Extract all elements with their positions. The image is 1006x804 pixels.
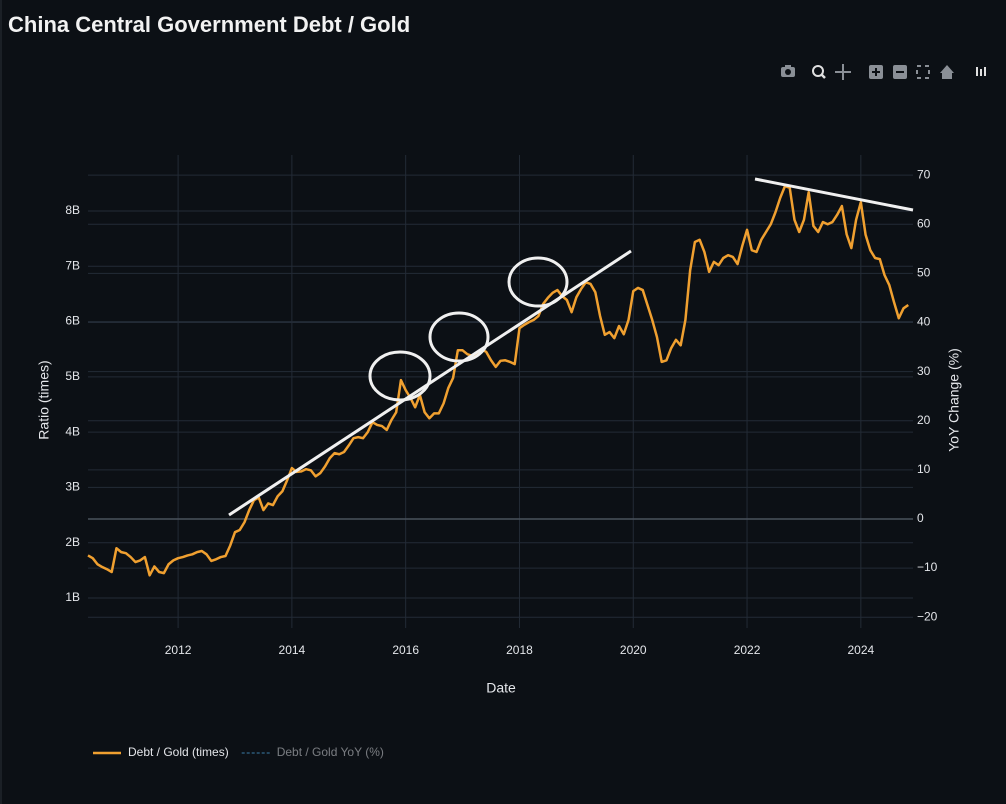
y-tick-label: 3B xyxy=(65,480,80,494)
y2-tick-label: 70 xyxy=(917,167,931,181)
y2-tick-label: 10 xyxy=(917,462,931,476)
modebar xyxy=(781,64,986,80)
y2-tick-label: 0 xyxy=(917,511,924,525)
y2-tick-label: −20 xyxy=(917,609,938,623)
y-tick-label: 7B xyxy=(65,258,80,272)
zoom-button[interactable] xyxy=(812,65,826,79)
x-tick-label: 2014 xyxy=(279,643,306,657)
y-tick-label: 6B xyxy=(65,314,80,328)
annotations xyxy=(228,177,914,517)
legend: Debt / Gold (times) Debt / Gold YoY (%) xyxy=(93,745,384,759)
y2-tick-label: 40 xyxy=(917,315,931,329)
pan-button[interactable] xyxy=(835,64,851,80)
trend-line xyxy=(754,177,914,212)
x-axis-title: Date xyxy=(486,680,516,696)
highlight-circle xyxy=(368,350,432,402)
y2-tick-label: 30 xyxy=(917,364,931,378)
y2-axis-title: YoY Change (%) xyxy=(946,348,962,452)
zoom-in-button[interactable] xyxy=(869,65,883,79)
y-tick-label: 1B xyxy=(65,590,80,604)
y2-tick-label: −10 xyxy=(917,560,938,574)
y-tick-label: 5B xyxy=(65,369,80,383)
x-tick-label: 2022 xyxy=(734,643,761,657)
y-tick-label: 8B xyxy=(65,203,80,217)
y-tick-label: 2B xyxy=(65,535,80,549)
reset-button[interactable] xyxy=(940,65,954,79)
legend-label: Debt / Gold YoY (%) xyxy=(277,745,384,759)
y-axis-title: Ratio (times) xyxy=(36,360,52,439)
chart-title: China Central Government Debt / Gold xyxy=(8,12,410,37)
autoscale-button[interactable] xyxy=(916,65,930,79)
x-tick-label: 2020 xyxy=(620,643,647,657)
zoom-out-button[interactable] xyxy=(893,65,907,79)
data-line xyxy=(87,184,909,577)
x-tick-label: 2016 xyxy=(392,643,419,657)
legend-item[interactable]: Debt / Gold (times) xyxy=(93,745,229,759)
x-tick-label: 2012 xyxy=(165,643,192,657)
y2-tick-label: 60 xyxy=(917,216,931,230)
y2-tick-label: 20 xyxy=(917,413,931,427)
plot-area: 2012 2014 2016 2018 2020 2022 2024 1B 2B 3B 4B 5B 6B… xyxy=(65,155,938,657)
camera-button[interactable] xyxy=(781,65,795,77)
legend-item[interactable]: Debt / Gold YoY (%) xyxy=(241,745,384,759)
x-tick-label: 2018 xyxy=(506,643,533,657)
y-tick-label: 4B xyxy=(65,424,80,438)
legend-label: Debt / Gold (times) xyxy=(128,745,229,759)
highlight-circle xyxy=(507,256,569,308)
y2-tick-label: 50 xyxy=(917,266,931,280)
x-tick-label: 2024 xyxy=(847,643,874,657)
highlight-circle xyxy=(428,311,490,363)
plotly-logo[interactable] xyxy=(976,67,986,76)
